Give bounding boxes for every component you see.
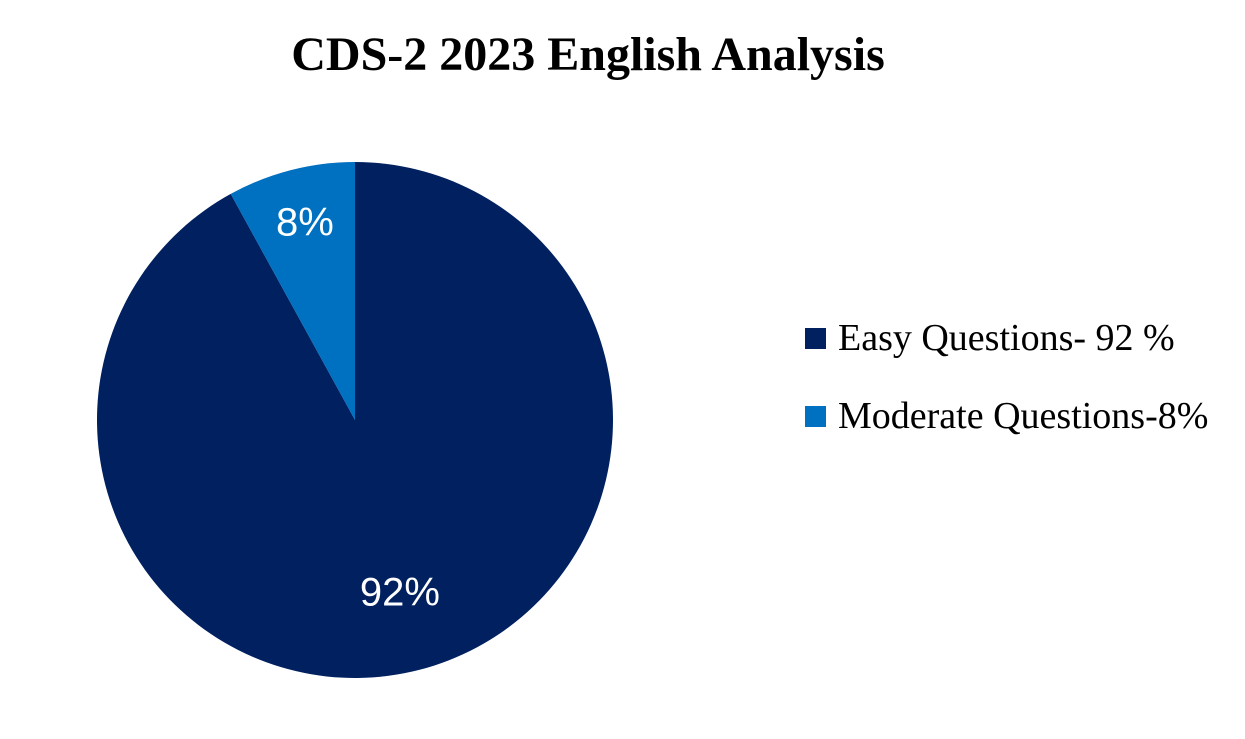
legend-swatch — [805, 406, 826, 427]
legend-item: Moderate Questions-8% — [805, 392, 1235, 440]
legend-swatch — [805, 328, 826, 349]
data-label: 92% — [360, 570, 440, 614]
legend: Easy Questions- 92 % Moderate Questions-8… — [805, 314, 1235, 470]
data-label: 8% — [276, 201, 334, 245]
pie-slice — [230, 162, 355, 420]
chart-title: CDS-2 2023 English Analysis — [291, 28, 885, 81]
legend-label: Easy Questions- 92 % — [838, 317, 1175, 359]
pie-slice — [96, 162, 614, 679]
legend-item: Easy Questions- 92 % — [805, 314, 1235, 362]
legend-label: Moderate Questions-8% — [838, 395, 1209, 437]
